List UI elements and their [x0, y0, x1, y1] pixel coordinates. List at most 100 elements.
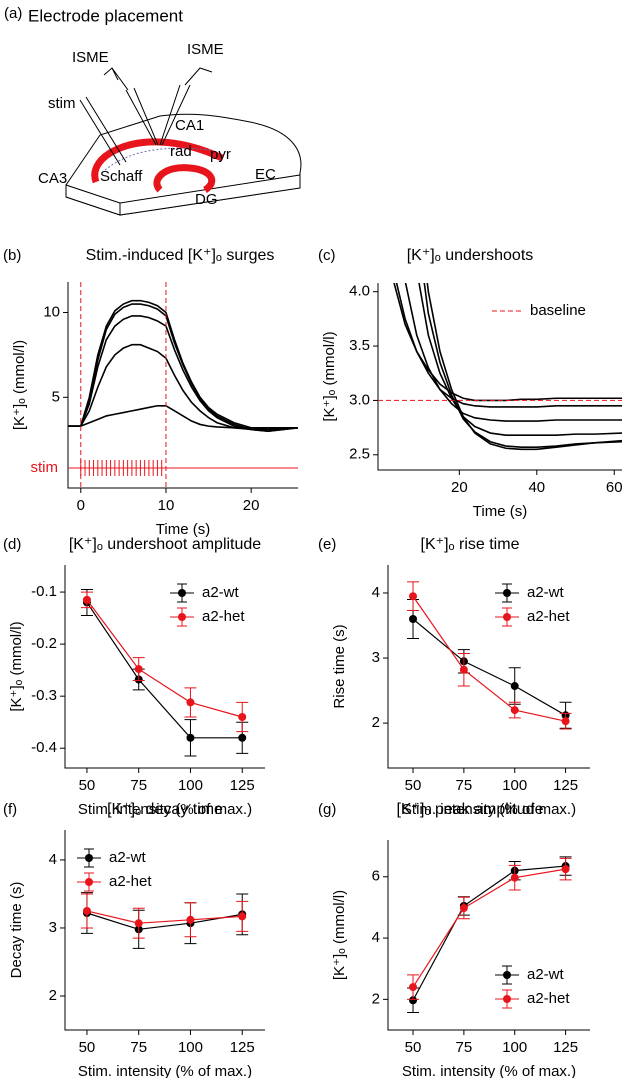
x-axis-label: Stim. intensity (% of max.): [78, 1063, 252, 1078]
data-point: [238, 712, 247, 721]
x-axis-label: Stim. intensity (% of max.): [402, 1063, 576, 1078]
pyramidal-layer: [91, 138, 224, 184]
x-tick-label: 75: [456, 777, 473, 794]
y-tick-label: 4: [372, 584, 380, 601]
y-axis-label: [K⁺]ₒ (mmol/l): [8, 621, 25, 711]
panel: (c) [K⁺]ₒ undershoots Time (s) [K⁺]ₒ (mmol/…: [318, 247, 623, 520]
diagram-label: stim: [48, 95, 76, 112]
legend-dot: [85, 878, 93, 886]
series-line: [412, 595, 566, 722]
series-line: [86, 602, 243, 739]
data-point: [409, 615, 418, 624]
stim-electrode: [79, 96, 127, 166]
legend-label: a2-het: [527, 990, 570, 1007]
data-point: [238, 912, 247, 921]
series-line: [412, 868, 566, 988]
trace: [395, 283, 622, 408]
legend-label: a2-het: [202, 608, 245, 625]
x-tick-label: 125: [230, 777, 255, 794]
chart-title: [K⁺]ₒ rise time: [421, 536, 520, 553]
plot-area: [407, 856, 572, 1014]
diagram-label: ISME: [187, 41, 224, 58]
trace: [393, 283, 622, 402]
plot-area: [407, 581, 572, 730]
series-line: [412, 618, 566, 716]
y-tick-label: 4.0: [349, 283, 370, 300]
axis-line: [387, 565, 590, 769]
legend-dot: [85, 854, 93, 862]
series-line: [86, 910, 243, 924]
x-tick-label: 75: [456, 1039, 473, 1056]
x-axis-label: Stim. intensity (% of max.): [402, 801, 576, 818]
y-tick-label: 5: [52, 388, 60, 405]
y-axis-label: [K⁺]ₒ (mmol/l): [321, 331, 338, 421]
data-point: [186, 915, 195, 924]
x-axis-label: Time (s): [473, 503, 527, 520]
y-tick-label: 3.5: [349, 337, 370, 354]
legend-dot: [503, 613, 511, 621]
panel-label: (f): [3, 801, 17, 818]
y-tick-label: 4: [49, 851, 57, 868]
y-axis-label: [K⁺]ₒ (mmol/l): [331, 890, 348, 980]
data-point: [459, 665, 468, 674]
x-tick-label: 40: [528, 479, 545, 496]
panel: (f) [K⁺]ₒ decay time Stim. intensity (% of…: [3, 801, 265, 1078]
axis-line: [377, 283, 622, 471]
y-tick-label: 2: [49, 987, 57, 1004]
diagram-label: CA3: [38, 170, 67, 187]
x-axis-label: Time (s): [156, 521, 210, 538]
data-point: [409, 592, 418, 601]
data-point: [82, 595, 91, 604]
x-tick-label: 75: [130, 777, 147, 794]
y-axis-label: Decay time (s): [8, 882, 25, 979]
legend-dot: [178, 589, 186, 597]
schaffer-path: [104, 147, 211, 171]
y-axis-label: [K⁺]ₒ (mmol/l): [11, 340, 28, 430]
legend-dot: [503, 589, 511, 597]
y-tick-label: -0.1: [31, 583, 57, 600]
legend-label: a2-het: [527, 608, 570, 625]
x-tick-label: 75: [130, 1039, 147, 1056]
chart-title: [K⁺]ₒ decay time: [107, 801, 223, 818]
data-point: [409, 983, 418, 992]
x-tick-label: 60: [606, 479, 623, 496]
series-line: [412, 865, 566, 1001]
x-tick-label: 50: [79, 1039, 96, 1056]
chart-title: [K⁺]ₒ peak amplitude: [396, 801, 543, 818]
legend-dot: [503, 971, 511, 979]
diagram-label: EC: [255, 166, 276, 183]
x-tick-label: 20: [243, 497, 260, 514]
dentate-gyrus: [153, 164, 216, 193]
x-tick-label: 50: [405, 777, 422, 794]
diagram-label: rad: [170, 143, 192, 160]
y-tick-label: -0.2: [31, 635, 57, 652]
diagram-label: Schaff: [100, 168, 143, 185]
legend-label: a2-het: [109, 873, 152, 890]
chart-title: Stim.-induced [K⁺]ₒ surges: [86, 247, 275, 264]
data-point: [510, 706, 519, 715]
data-point: [186, 698, 195, 707]
series-line: [86, 599, 243, 718]
y-tick-label: 6: [372, 868, 380, 885]
panel-label: (a): [4, 5, 22, 22]
trace: [68, 315, 298, 433]
legend-label: a2-wt: [109, 849, 147, 866]
legend-label: a2-wt: [527, 966, 565, 983]
trace: [68, 404, 298, 429]
isme-electrode: [159, 67, 213, 146]
plot-area: [80, 588, 249, 757]
legend-dot: [178, 613, 186, 621]
plot-area: [80, 892, 249, 949]
axis-line: [64, 565, 265, 769]
trace: [426, 283, 622, 451]
x-tick-label: 125: [553, 1039, 578, 1056]
chart-title: [K⁺]ₒ undershoot amplitude: [69, 536, 261, 553]
y-tick-label: -0.3: [31, 687, 57, 704]
y-axis-label: Rise time (s): [331, 624, 348, 708]
plot-area: [68, 299, 298, 433]
x-tick-label: 10: [158, 497, 175, 514]
legend-label: baseline: [530, 302, 586, 319]
data-point: [134, 919, 143, 928]
y-tick-label: 3: [49, 919, 57, 936]
y-tick-label: 4: [372, 929, 380, 946]
